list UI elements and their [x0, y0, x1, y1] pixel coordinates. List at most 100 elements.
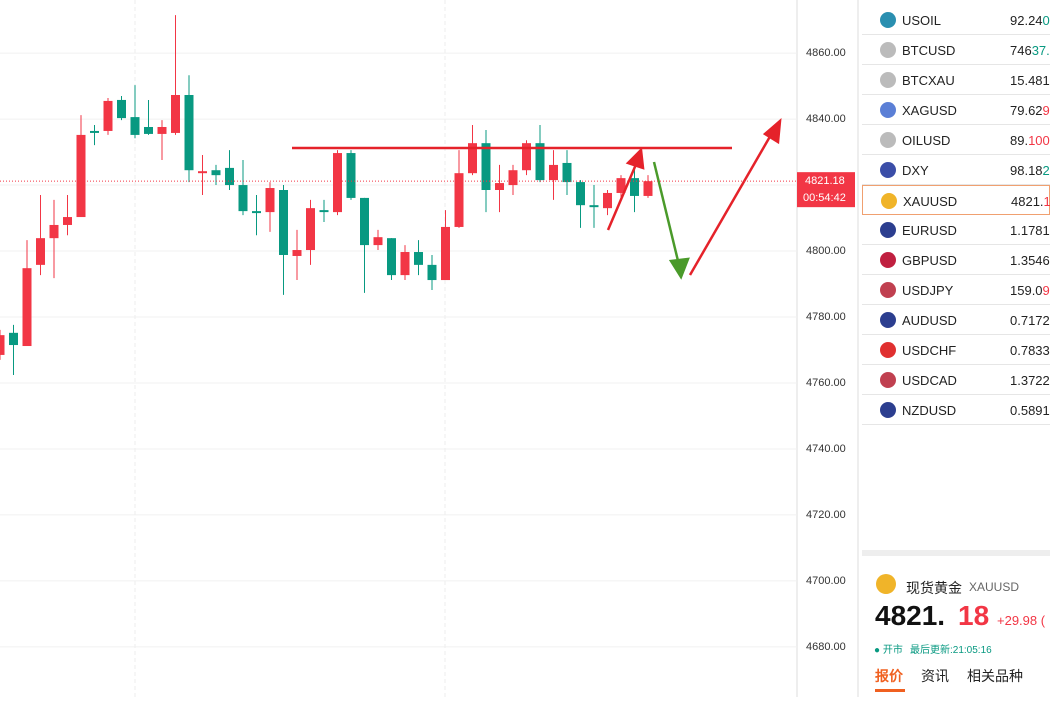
candle-body[interactable]	[333, 153, 342, 212]
quote-symbol: XAUUSD	[969, 580, 1019, 594]
watchlist-row[interactable]: AUDUSD 0.7172	[862, 305, 1050, 335]
y-tick-label: 4860.00	[806, 47, 846, 59]
candle-body[interactable]	[482, 143, 491, 190]
candle-body[interactable]	[117, 100, 126, 118]
candle-body[interactable]	[320, 210, 329, 212]
candle-body[interactable]	[90, 131, 99, 133]
tab[interactable]: 报价	[875, 666, 903, 686]
symbol: USOIL	[902, 13, 941, 28]
candle-body[interactable]	[293, 250, 302, 256]
candle-body[interactable]	[374, 237, 383, 245]
tab[interactable]: 相关品种	[967, 666, 1023, 686]
price-main: 98.18	[1010, 163, 1043, 178]
price-tail: 2	[1043, 163, 1050, 178]
candle-body[interactable]	[509, 170, 518, 185]
price-main: 1.3722	[1010, 373, 1050, 388]
watchlist-row[interactable]: USDCAD 1.3722	[862, 365, 1050, 395]
watchlist-row[interactable]: EURUSD 1.1781	[862, 215, 1050, 245]
candle-body[interactable]	[63, 217, 72, 225]
symbol-icon	[880, 342, 896, 358]
candle-body[interactable]	[306, 208, 315, 250]
price-main: 89.	[1010, 133, 1028, 148]
candle-body[interactable]	[576, 182, 585, 205]
candle-body[interactable]	[428, 265, 437, 280]
symbol-icon	[880, 132, 896, 148]
price: 74637.20	[1010, 43, 1050, 58]
candle-body[interactable]	[158, 127, 167, 134]
candle-body[interactable]	[644, 181, 653, 196]
candle-body[interactable]	[603, 193, 612, 208]
y-tick-label: 4720.00	[806, 509, 846, 521]
symbol-icon	[880, 162, 896, 178]
candle-body[interactable]	[23, 268, 32, 346]
symbol-icon	[880, 222, 896, 238]
candle-body[interactable]	[630, 178, 639, 196]
candle-body[interactable]	[590, 205, 599, 207]
candle-body[interactable]	[401, 252, 410, 275]
candle-body[interactable]	[131, 117, 140, 135]
price-main: 0.7172	[1010, 313, 1050, 328]
candle-body[interactable]	[50, 225, 59, 238]
candle-body[interactable]	[185, 95, 194, 170]
price: 159.093	[1010, 283, 1050, 298]
candle-body[interactable]	[144, 127, 153, 134]
candle-body[interactable]	[360, 198, 369, 245]
candle-body[interactable]	[347, 153, 356, 198]
symbol: AUDUSD	[902, 313, 957, 328]
price: 4821.18	[1011, 194, 1050, 209]
candle-body[interactable]	[252, 211, 261, 213]
quote-name: 现货黄金	[906, 578, 962, 598]
price-main: 1.1781	[1010, 223, 1050, 238]
candle-body[interactable]	[198, 171, 207, 173]
price-main: 1.3546	[1010, 253, 1050, 268]
symbol-icon	[880, 312, 896, 328]
price-tail: 100	[1028, 133, 1050, 148]
candle-body[interactable]	[441, 227, 450, 280]
symbol: EURUSD	[902, 223, 957, 238]
price-tag-label: 4821.18	[805, 175, 845, 187]
candle-body[interactable]	[279, 190, 288, 255]
symbol-icon	[881, 193, 897, 209]
candle-body[interactable]	[495, 183, 504, 190]
candle-body[interactable]	[9, 333, 18, 345]
price: 15.4813	[1010, 73, 1050, 88]
candle-body[interactable]	[104, 101, 113, 131]
candle-body[interactable]	[171, 95, 180, 133]
symbol: USDCAD	[902, 373, 957, 388]
symbol: GBPUSD	[902, 253, 957, 268]
price: 98.182	[1010, 163, 1050, 178]
arrows[interactable]	[608, 121, 780, 277]
candle-body[interactable]	[387, 238, 396, 275]
candle-body[interactable]	[225, 168, 234, 185]
tab[interactable]: 资讯	[921, 666, 949, 686]
candle-body[interactable]	[563, 163, 572, 182]
candle-body[interactable]	[549, 165, 558, 180]
price: 89.100	[1010, 133, 1050, 148]
last-update: 最后更新:21:05:16	[910, 641, 992, 656]
symbol-icon	[880, 42, 896, 58]
y-tick-label: 4680.00	[806, 641, 846, 653]
watchlist-row[interactable]: GBPUSD 1.3546	[862, 245, 1050, 275]
quote-price-tail: 18	[958, 600, 989, 632]
candle-body[interactable]	[414, 252, 423, 265]
quote-change: +29.98 (	[997, 613, 1045, 628]
candle-body[interactable]	[212, 170, 221, 175]
candle-body[interactable]	[266, 188, 275, 212]
y-tick-label: 4780.00	[806, 311, 846, 323]
y-tick-label: 4760.00	[806, 377, 846, 389]
price: 79.629	[1010, 103, 1050, 118]
candle-body[interactable]	[0, 335, 5, 355]
candle-body[interactable]	[77, 135, 86, 217]
candle-body[interactable]	[36, 238, 45, 265]
candle-body[interactable]	[239, 185, 248, 211]
